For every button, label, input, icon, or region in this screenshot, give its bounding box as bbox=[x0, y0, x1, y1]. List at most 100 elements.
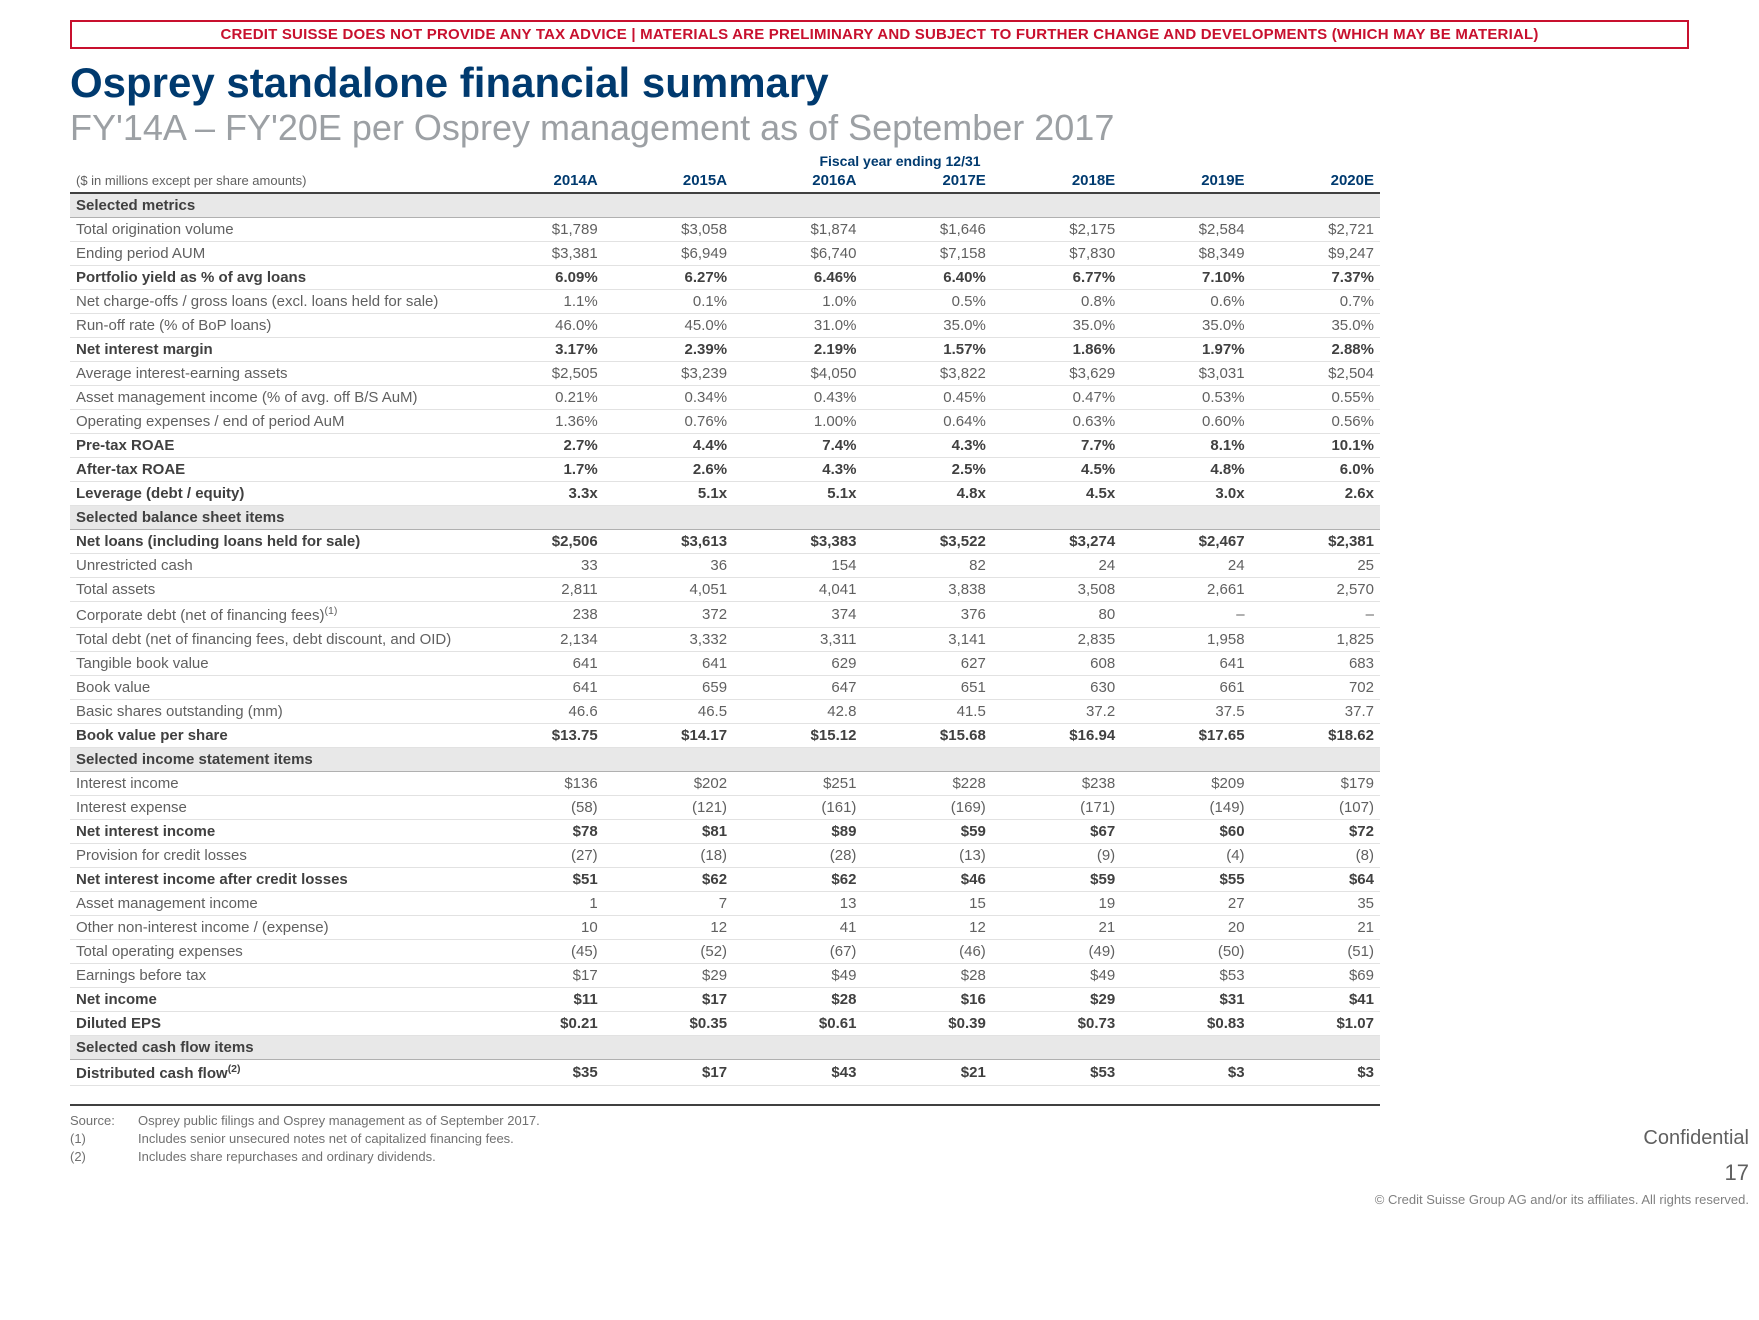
cell-value: 6.46% bbox=[733, 266, 862, 290]
row-label: Net interest income after credit losses bbox=[70, 868, 474, 892]
cell-value: 21 bbox=[1251, 916, 1380, 940]
cell-value: 5.1x bbox=[733, 482, 862, 506]
cell-value: $21 bbox=[862, 1060, 991, 1086]
cell-value: $2,506 bbox=[474, 530, 603, 554]
cell-value: 42.8 bbox=[733, 700, 862, 724]
cell-value: 2,835 bbox=[992, 628, 1121, 652]
table-row: Portfolio yield as % of avg loans6.09%6.… bbox=[70, 266, 1380, 290]
row-label: Other non-interest income / (expense) bbox=[70, 916, 474, 940]
cell-value: (8) bbox=[1251, 844, 1380, 868]
row-label: Interest expense bbox=[70, 796, 474, 820]
cell-value: $3 bbox=[1251, 1060, 1380, 1086]
cell-value: 7.7% bbox=[992, 434, 1121, 458]
cell-value: $8,349 bbox=[1121, 242, 1250, 266]
cell-value: $209 bbox=[1121, 772, 1250, 796]
cell-value: $78 bbox=[474, 820, 603, 844]
cell-value: $2,381 bbox=[1251, 530, 1380, 554]
cell-value: (27) bbox=[474, 844, 603, 868]
row-label: Total operating expenses bbox=[70, 940, 474, 964]
cell-value: $2,584 bbox=[1121, 218, 1250, 242]
row-label: Ending period AUM bbox=[70, 242, 474, 266]
col-2020e: 2020E bbox=[1251, 169, 1380, 193]
cell-value: 4.3% bbox=[862, 434, 991, 458]
table-row: Ending period AUM$3,381$6,949$6,740$7,15… bbox=[70, 242, 1380, 266]
cell-value: 1.7% bbox=[474, 458, 603, 482]
cell-value: $3,522 bbox=[862, 530, 991, 554]
cell-value: 1.00% bbox=[733, 410, 862, 434]
table-row: Book value per share$13.75$14.17$15.12$1… bbox=[70, 724, 1380, 748]
cell-value: 0.8% bbox=[992, 290, 1121, 314]
cell-value: $31 bbox=[1121, 988, 1250, 1012]
cell-value: 0.21% bbox=[474, 386, 603, 410]
cell-value: 154 bbox=[733, 554, 862, 578]
cell-value: $15.12 bbox=[733, 724, 862, 748]
cell-value: 46.6 bbox=[474, 700, 603, 724]
cell-value: 1,825 bbox=[1251, 628, 1380, 652]
cell-value: $72 bbox=[1251, 820, 1380, 844]
cell-value: – bbox=[1251, 602, 1380, 628]
cell-value: 35.0% bbox=[1121, 314, 1250, 338]
confidential-label: Confidential bbox=[1643, 1127, 1749, 1150]
cell-value: $7,830 bbox=[992, 242, 1121, 266]
cell-value: 36 bbox=[604, 554, 733, 578]
table-row: Net interest margin3.17%2.39%2.19%1.57%1… bbox=[70, 338, 1380, 362]
cell-value: 46.5 bbox=[604, 700, 733, 724]
cell-value: $7,158 bbox=[862, 242, 991, 266]
cell-value: 4,041 bbox=[733, 578, 862, 602]
cell-value: (28) bbox=[733, 844, 862, 868]
col-2019e: 2019E bbox=[1121, 169, 1250, 193]
cell-value: 0.34% bbox=[604, 386, 733, 410]
section-header: Selected income statement items bbox=[70, 748, 1380, 772]
cell-value: $0.61 bbox=[733, 1012, 862, 1036]
table-row: Earnings before tax$17$29$49$28$49$53$69 bbox=[70, 964, 1380, 988]
cell-value: (13) bbox=[862, 844, 991, 868]
row-label: Basic shares outstanding (mm) bbox=[70, 700, 474, 724]
cell-value: (46) bbox=[862, 940, 991, 964]
cell-value: 2.5% bbox=[862, 458, 991, 482]
cell-value: 0.56% bbox=[1251, 410, 1380, 434]
table-row: Distributed cash flow(2)$35$17$43$21$53$… bbox=[70, 1060, 1380, 1086]
cell-value: 4.8% bbox=[1121, 458, 1250, 482]
cell-value: 1.36% bbox=[474, 410, 603, 434]
cell-value: 0.47% bbox=[992, 386, 1121, 410]
col-2015a: 2015A bbox=[604, 169, 733, 193]
cell-value: $3,629 bbox=[992, 362, 1121, 386]
cell-value: 27 bbox=[1121, 892, 1250, 916]
row-label: Tangible book value bbox=[70, 652, 474, 676]
table-row: Selected metrics bbox=[70, 193, 1380, 218]
cell-value: $3,239 bbox=[604, 362, 733, 386]
table-row: Basic shares outstanding (mm)46.646.542.… bbox=[70, 700, 1380, 724]
cell-value: 1.0% bbox=[733, 290, 862, 314]
cell-value: 33 bbox=[474, 554, 603, 578]
cell-value: (121) bbox=[604, 796, 733, 820]
section-header: Selected balance sheet items bbox=[70, 506, 1380, 530]
row-label: Corporate debt (net of financing fees)(1… bbox=[70, 602, 474, 628]
cell-value: 37.7 bbox=[1251, 700, 1380, 724]
cell-value: $29 bbox=[992, 988, 1121, 1012]
cell-value: (67) bbox=[733, 940, 862, 964]
cell-value: 1.57% bbox=[862, 338, 991, 362]
row-label: Net interest income bbox=[70, 820, 474, 844]
cell-value: $0.21 bbox=[474, 1012, 603, 1036]
cell-value: $53 bbox=[992, 1060, 1121, 1086]
table-row: Selected cash flow items bbox=[70, 1036, 1380, 1060]
cell-value: 2.6% bbox=[604, 458, 733, 482]
cell-value: $3,031 bbox=[1121, 362, 1250, 386]
cell-value: 3,141 bbox=[862, 628, 991, 652]
cell-value: $18.62 bbox=[1251, 724, 1380, 748]
row-label: Leverage (debt / equity) bbox=[70, 482, 474, 506]
cell-value: 19 bbox=[992, 892, 1121, 916]
col-2018e: 2018E bbox=[992, 169, 1121, 193]
cell-value: 7.37% bbox=[1251, 266, 1380, 290]
row-label: Total assets bbox=[70, 578, 474, 602]
cell-value: $46 bbox=[862, 868, 991, 892]
cell-value: $11 bbox=[474, 988, 603, 1012]
row-label: Net interest margin bbox=[70, 338, 474, 362]
table-row: Total origination volume$1,789$3,058$1,8… bbox=[70, 218, 1380, 242]
table-row: Net loans (including loans held for sale… bbox=[70, 530, 1380, 554]
table-row: After-tax ROAE1.7%2.6%4.3%2.5%4.5%4.8%6.… bbox=[70, 458, 1380, 482]
cell-value: 659 bbox=[604, 676, 733, 700]
cell-value: $228 bbox=[862, 772, 991, 796]
cell-value: $29 bbox=[604, 964, 733, 988]
cell-value: 2.6x bbox=[1251, 482, 1380, 506]
